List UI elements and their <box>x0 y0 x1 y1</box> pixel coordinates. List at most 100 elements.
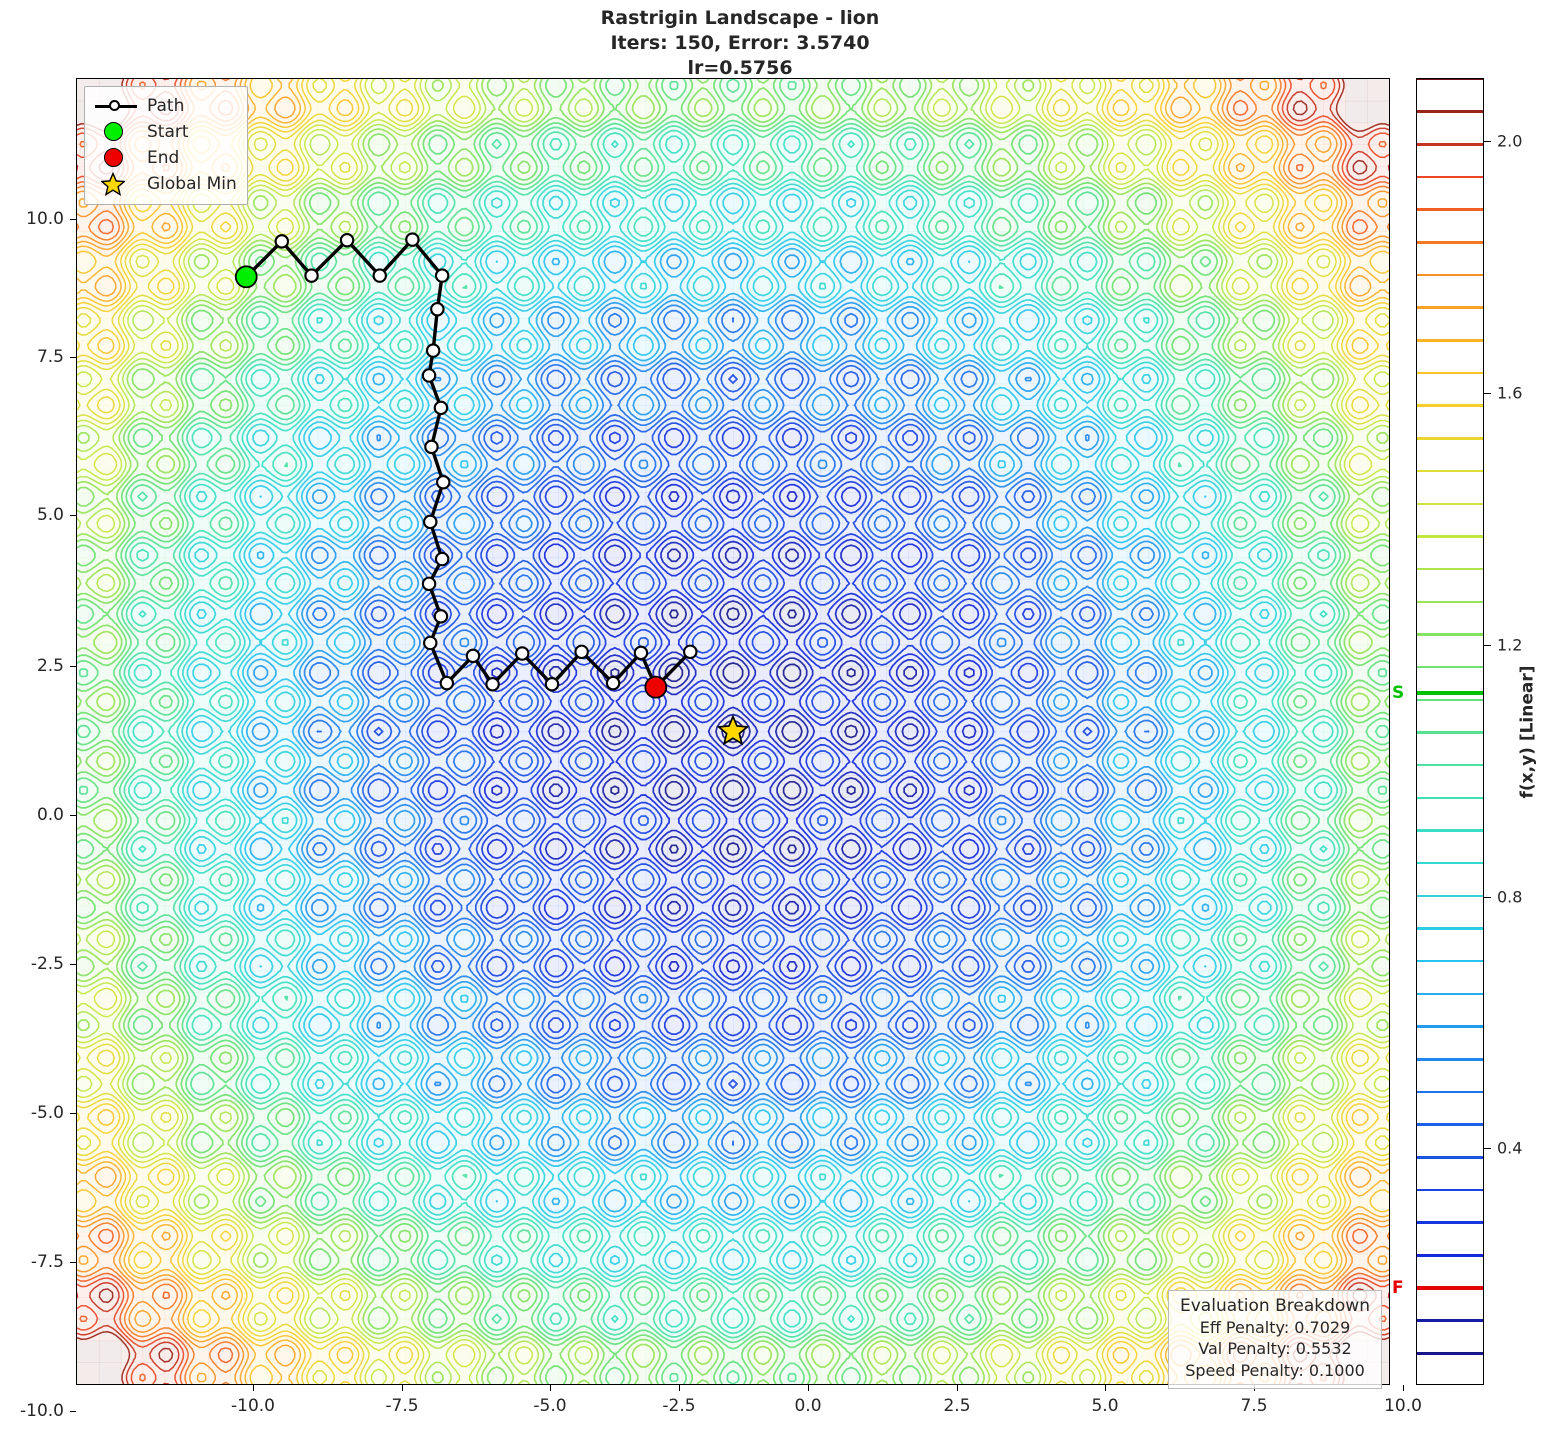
path-vertex-marker <box>274 234 290 249</box>
y-tick-label: -10.0 <box>20 1401 64 1421</box>
colorbar-level-line <box>1417 992 1483 996</box>
colorbar-level-line <box>1417 894 1483 898</box>
plot-legend: Path Start End Global Min <box>84 86 248 205</box>
colorbar-level-line <box>1417 1090 1483 1094</box>
path-line-marker-icon <box>93 95 139 117</box>
colorbar-tickmark <box>1484 393 1491 395</box>
y-tickmark <box>70 357 76 359</box>
x-tickmark <box>808 1385 810 1391</box>
colorbar-level-line <box>1417 1221 1483 1224</box>
path-vertex-marker <box>485 677 500 692</box>
y-tick-label: 0.0 <box>36 805 64 825</box>
rastrigin-contour-field <box>77 79 1389 1384</box>
x-tick-label: 0.0 <box>794 1396 822 1416</box>
path-vertex-marker <box>439 675 455 691</box>
colorbar-level-line <box>1417 1156 1483 1159</box>
colorbar <box>1416 78 1484 1385</box>
y-tickmark <box>70 666 76 668</box>
x-tickmark <box>679 1385 681 1391</box>
colorbar-level-line <box>1417 241 1483 244</box>
path-vertex-marker <box>421 576 437 592</box>
optimization-path-overlay <box>234 232 750 746</box>
y-tickmark <box>70 219 76 221</box>
y-tickmark <box>70 964 76 966</box>
eval-row-speed-penalty: Speed Penalty: 0.1000 <box>1185 1360 1365 1380</box>
global-min-star-marker <box>716 714 750 746</box>
colorbar-level-line <box>1417 404 1483 407</box>
legend-label-global-min: Global Min <box>147 174 237 194</box>
y-tick-label: 5.0 <box>36 505 64 525</box>
colorbar-level-line <box>1417 1123 1483 1126</box>
evaluation-breakdown-box: Evaluation Breakdown Eff Penalty: 0.7029… <box>1168 1290 1382 1389</box>
colorbar-tick-label: 1.6 <box>1497 383 1523 403</box>
y-tick-label: 7.5 <box>36 347 64 367</box>
colorbar-level-line <box>1417 535 1483 538</box>
y-tick-label: -5.0 <box>30 1103 64 1123</box>
path-vertex-marker <box>423 635 438 651</box>
path-vertex-marker <box>425 343 441 358</box>
legend-item-path[interactable]: Path <box>93 93 237 119</box>
colorbar-level-line <box>1417 1025 1483 1028</box>
x-tick-label: -2.5 <box>662 1396 696 1416</box>
x-tickmark <box>402 1385 404 1391</box>
title-line-3: lr=0.5756 <box>687 57 793 80</box>
colorbar-tick-label: 1.2 <box>1497 635 1523 655</box>
path-vertex-marker <box>683 644 698 660</box>
x-tickmark <box>957 1385 959 1391</box>
colorbar-axis-label: f(x,y) [Linear] <box>1518 664 1539 799</box>
x-tick-label: -7.5 <box>385 1396 419 1416</box>
x-tick-label: -5.0 <box>533 1396 567 1416</box>
y-tickmark <box>70 815 76 817</box>
colorbar-level-line <box>1417 502 1483 506</box>
colorbar-level-line <box>1417 600 1483 604</box>
colorbar-level-line <box>1417 371 1483 375</box>
x-tick-label: 10.0 <box>1384 1396 1422 1416</box>
colorbar-level-line <box>1417 1058 1483 1061</box>
chart-title: Rastrigin Landscape - lion Iters: 150, E… <box>0 6 1480 81</box>
legend-item-end[interactable]: End <box>93 145 237 171</box>
legend-item-start[interactable]: Start <box>93 119 237 145</box>
colorbar-level-line <box>1417 1319 1483 1322</box>
colorbar-tickmark <box>1484 897 1491 899</box>
y-tickmark <box>70 515 76 517</box>
eval-row-eff-penalty: Eff Penalty: 0.7029 <box>1199 1318 1351 1337</box>
colorbar-marker-label-s: S <box>1392 683 1405 703</box>
title-line-2: Iters: 150, Error: 3.5740 <box>610 32 870 55</box>
colorbar-marker-line-s <box>1417 691 1483 696</box>
y-tick-label: 10.0 <box>26 209 64 229</box>
colorbar-level-line <box>1417 796 1483 800</box>
y-tickmark <box>70 1411 76 1413</box>
path-vertex-marker <box>430 302 445 317</box>
path-vertex-marker <box>433 400 449 416</box>
colorbar-level-line <box>1417 208 1483 211</box>
path-vertex-marker <box>434 551 450 567</box>
path-line <box>244 237 692 689</box>
y-tickmark <box>70 1262 76 1264</box>
colorbar-marker-line-f <box>1417 1286 1483 1291</box>
colorbar-level-line <box>1417 1352 1483 1355</box>
path-vertex-marker <box>434 268 450 283</box>
end-marker <box>644 675 668 699</box>
path-vertex-marker <box>424 439 439 455</box>
path-vertex-marker <box>421 368 437 383</box>
colorbar-level-line <box>1417 79 1483 81</box>
y-tick-label: 2.5 <box>36 656 64 676</box>
path-vertex-marker <box>605 675 621 691</box>
colorbar-tickmark <box>1484 645 1491 647</box>
x-tickmark <box>1105 1385 1107 1391</box>
colorbar-level-line <box>1417 437 1483 440</box>
path-vertex-marker <box>423 514 438 530</box>
colorbar-level-line <box>1417 927 1483 930</box>
colorbar-tickmark <box>1484 141 1491 143</box>
green-circle-icon <box>93 121 139 143</box>
colorbar-level-line <box>1417 763 1483 767</box>
x-tick-label: -10.0 <box>231 1396 275 1416</box>
colorbar-level-line <box>1417 469 1483 473</box>
eval-row-val-penalty: Val Penalty: 0.5532 <box>1198 1339 1352 1359</box>
path-vertex-marker <box>574 644 589 660</box>
eval-breakdown-title: Evaluation Breakdown <box>1180 1296 1370 1316</box>
colorbar-level-line <box>1417 633 1483 636</box>
path-vertex-marker <box>436 475 451 490</box>
legend-item-global-min[interactable]: Global Min <box>93 171 237 197</box>
colorbar-level-line <box>1417 731 1483 734</box>
